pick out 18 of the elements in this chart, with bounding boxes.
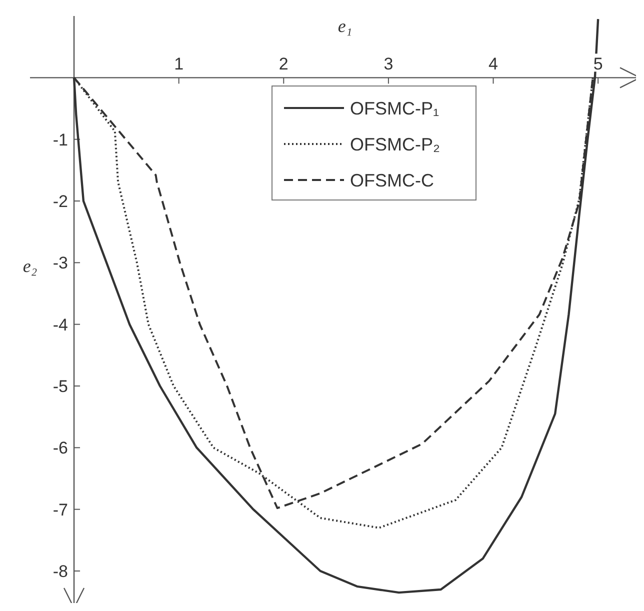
y-tick-label: -1 xyxy=(52,130,68,150)
y-tick-label: -8 xyxy=(52,562,68,581)
x-tick-label: 1 xyxy=(174,54,184,74)
y-tick-label: -2 xyxy=(52,192,68,211)
x-axis-title: e₁ xyxy=(338,16,352,36)
y-tick-label: -7 xyxy=(52,500,68,520)
y-tick-label: -6 xyxy=(52,438,68,458)
x-tick-label: 4 xyxy=(488,54,498,74)
y-axis-title: e₂ xyxy=(22,256,38,276)
x-tick-label: 2 xyxy=(278,54,288,74)
y-tick-label: -3 xyxy=(52,254,68,273)
legend-label: OFSMC-P₂ xyxy=(350,134,440,154)
x-tick-label: 5 xyxy=(593,54,603,74)
y-tick-label: -5 xyxy=(52,376,68,396)
x-tick-label: 3 xyxy=(384,54,394,74)
legend-label: OFSMC-P₁ xyxy=(350,98,440,118)
legend-label: OFSMC-C xyxy=(350,170,434,190)
y-tick-label: -4 xyxy=(52,315,68,334)
